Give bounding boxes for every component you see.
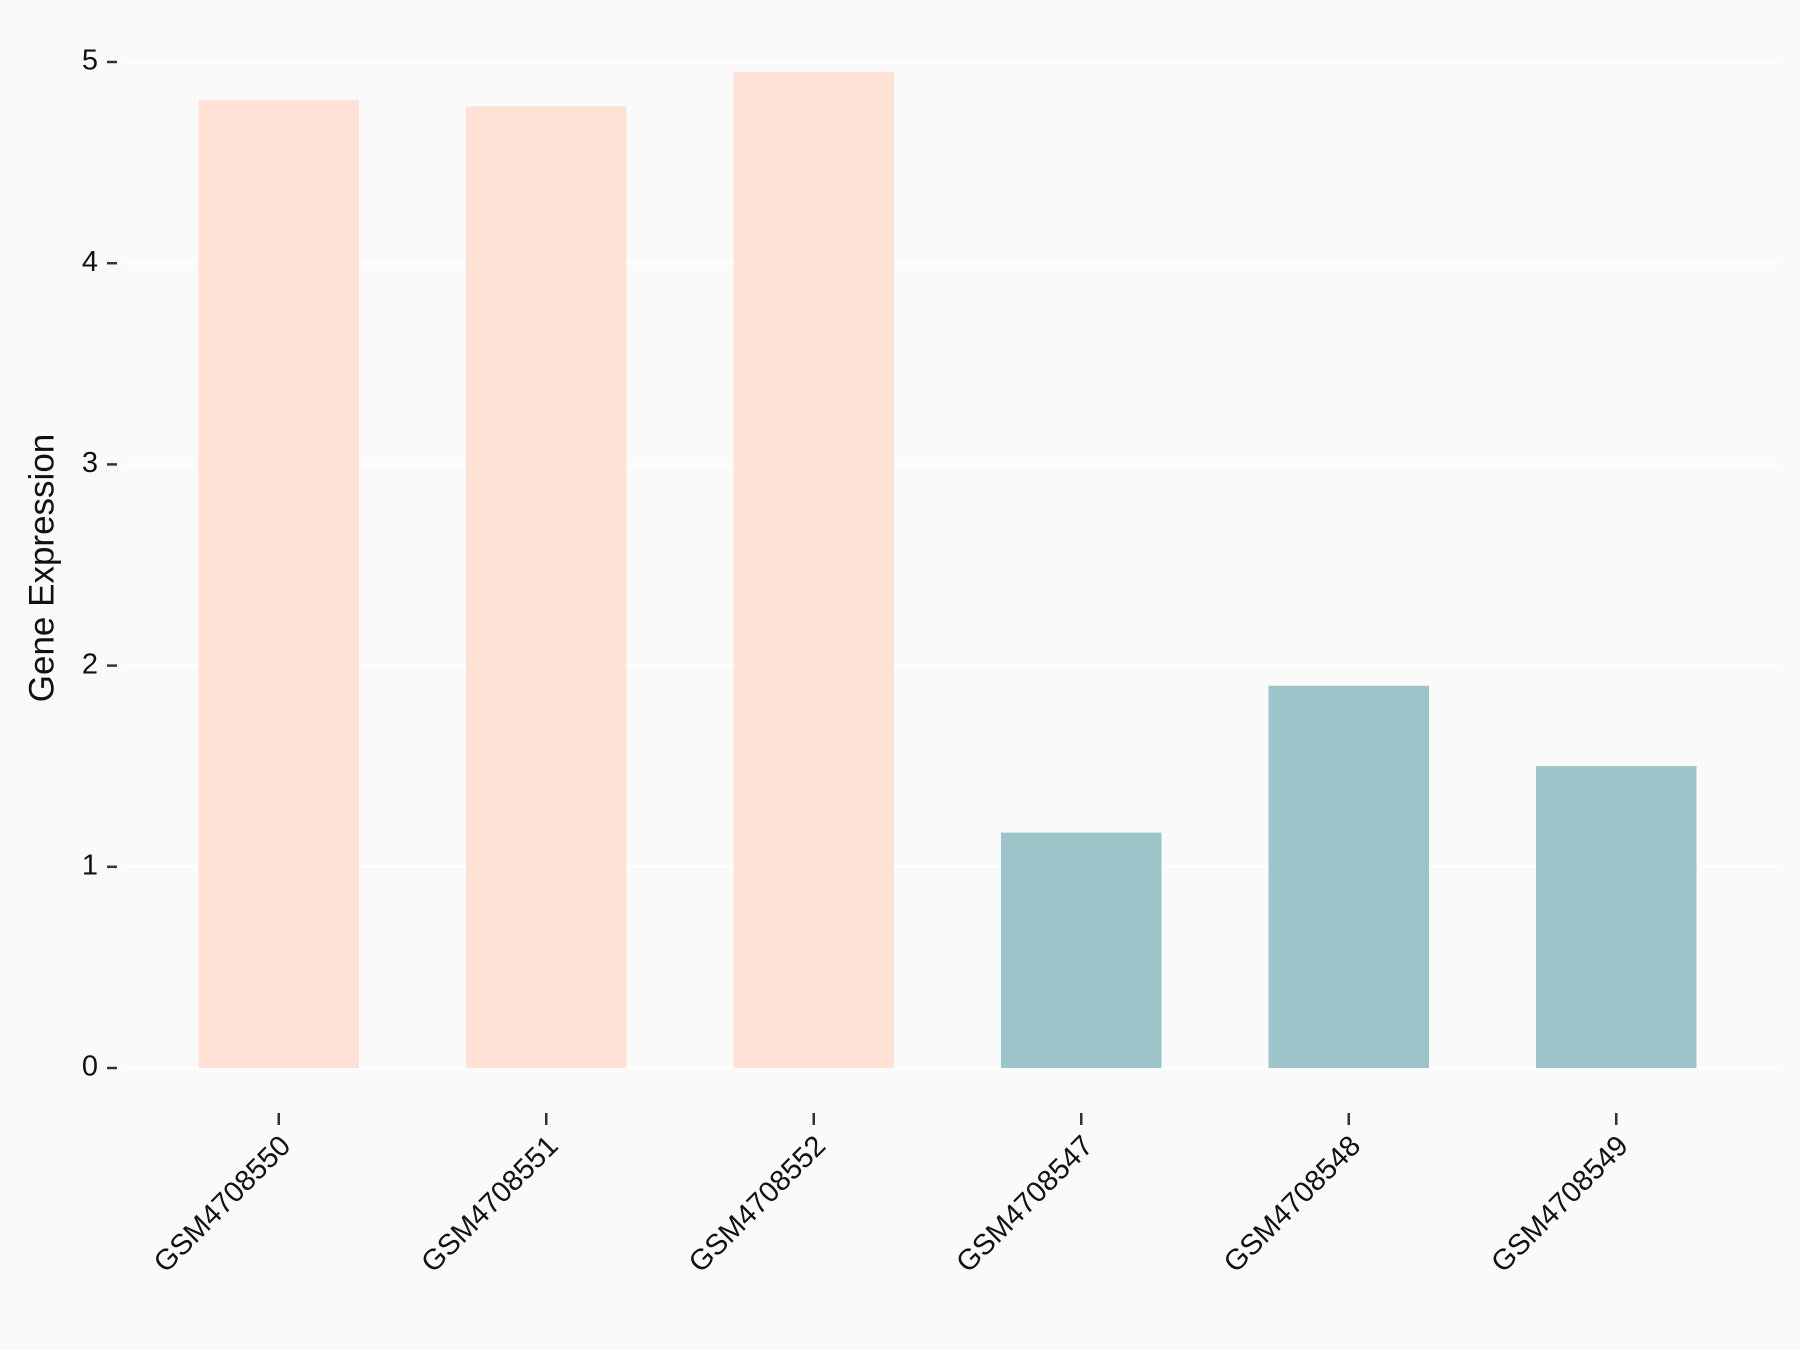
bar xyxy=(733,72,894,1068)
bar xyxy=(1536,766,1697,1068)
bar xyxy=(1001,832,1162,1068)
y-tick-label: 2 xyxy=(82,648,98,680)
y-tick-label: 1 xyxy=(82,849,98,881)
y-axis-label: Gene Expression xyxy=(22,434,61,702)
bar xyxy=(1268,685,1429,1068)
bar xyxy=(198,100,359,1068)
y-tick-label: 5 xyxy=(82,45,98,77)
y-tick-label: 4 xyxy=(82,246,98,278)
y-tick-label: 0 xyxy=(82,1051,98,1083)
bar xyxy=(466,106,627,1069)
y-tick-label: 3 xyxy=(82,447,98,479)
